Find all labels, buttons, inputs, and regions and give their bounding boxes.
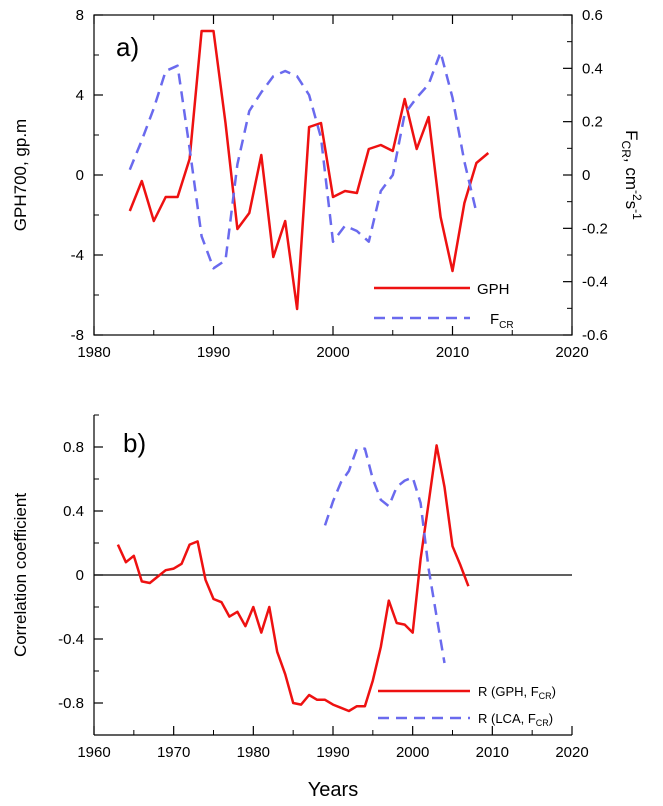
panel-a-y2tick-label: 0.2 xyxy=(582,114,603,131)
panel-b-ytick-label: -0.8 xyxy=(58,695,84,712)
panel-b-legend: R (GPH, FCR) R (LCA, FCR) xyxy=(378,684,556,728)
panel-a-xtick-label: 2020 xyxy=(555,344,588,361)
panel-b-xtick-label: 1970 xyxy=(157,744,190,761)
panel-a-y2tick-label: -0.6 xyxy=(582,327,608,344)
panel-a-y2tick-label: 0 xyxy=(582,167,590,184)
panel-a-y2tick-label: 0.6 xyxy=(582,7,603,24)
panel-a-xtick-label: 2000 xyxy=(316,344,349,361)
panel-a-y2tick-label: 0.4 xyxy=(582,60,603,77)
panel-a-y2tick-label: -0.4 xyxy=(582,274,608,291)
panel-b-xtick-label: 2010 xyxy=(476,744,509,761)
panel-a-ytick-label: 8 xyxy=(76,7,84,24)
panel-b-ytick-label: -0.4 xyxy=(58,631,84,648)
panel-a-xtick-label: 1990 xyxy=(197,344,230,361)
panel-a-legend: GPH FCR xyxy=(374,281,514,331)
panel-b-xtick-label: 1990 xyxy=(316,744,349,761)
panel-a-ytick-label: 4 xyxy=(76,87,84,104)
panel-a-ytick-label: -4 xyxy=(71,247,84,264)
panel-b-ylabel: Correlation coefficient xyxy=(11,493,30,657)
series-r-lca-line xyxy=(323,447,446,664)
panel-a-label: a) xyxy=(116,32,139,62)
panel-a-ytick-label: 0 xyxy=(76,167,84,184)
series-fcr-line xyxy=(128,51,478,270)
panel-b-ytick-label: 0 xyxy=(76,567,84,584)
panel-a-xtick-label: 2010 xyxy=(436,344,469,361)
series-gph-line xyxy=(128,29,490,311)
legend-fcr-label: FCR xyxy=(490,311,514,331)
panel-a-y2label: FCR, cm-2s-1 xyxy=(619,130,644,220)
panel-a-xtick-label: 1980 xyxy=(77,344,110,361)
panel-b-label: b) xyxy=(123,428,146,458)
panel-b: 1960 1970 1980 1990 2000 2010 2020 -0.8 -0.4 0 0.4… xyxy=(11,414,589,801)
panel-a-ytick-label: -8 xyxy=(71,327,84,344)
panel-b-ytick-label: 0.4 xyxy=(63,503,84,520)
panel-b-xtick-label: 2020 xyxy=(555,744,588,761)
panel-b-xlabel: Years xyxy=(308,779,358,801)
panel-a-ylabel: GPH700, gp.m xyxy=(11,119,30,231)
legend-gph-label: GPH xyxy=(477,281,510,298)
panel-b-xtick-label: 1980 xyxy=(237,744,270,761)
panel-b-xtick-label: 1960 xyxy=(77,744,110,761)
panel-b-ytick-label: 0.8 xyxy=(63,439,84,456)
panel-a-y2tick-label: -0.2 xyxy=(582,220,608,237)
panel-a: 1980 1990 2000 2010 2020 -8 -4 0 4 8 -0.6 -0.4 -0.2 0… xyxy=(11,7,644,361)
series-r-gph-line xyxy=(116,444,470,713)
legend-r-lca-label: R (LCA, FCR) xyxy=(478,711,553,728)
panel-b-xtick-label: 2000 xyxy=(396,744,429,761)
legend-r-gph-label: R (GPH, FCR) xyxy=(478,684,556,701)
